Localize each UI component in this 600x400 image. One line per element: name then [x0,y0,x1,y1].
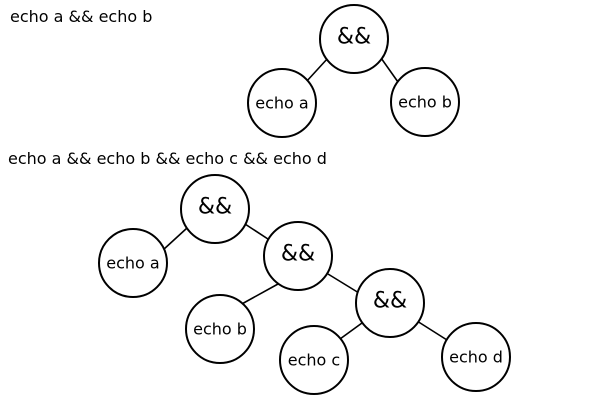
tree2-echo-b-label: echo b [193,320,247,339]
tree1-echo-a-node: echo a [247,68,317,138]
tree2-edge-mid-b [239,283,279,306]
tree2-echo-c-node: echo c [279,325,349,395]
tree2-echo-a-node: echo a [98,228,168,298]
tree2-echo-d-label: echo d [449,348,503,367]
tree2-edge-root-left [162,227,188,251]
tree1-echo-b-label: echo b [398,93,452,112]
tree2-low-label: && [373,289,407,314]
tree1-echo-a-label: echo a [255,94,308,113]
tree1-root-and-node: && [319,4,389,74]
tree1-root-label: && [337,25,371,50]
tree2-echo-a-label: echo a [106,254,159,273]
tree2-echo-c-label: echo c [288,351,340,370]
tree2-edge-low-d [416,320,448,341]
tree2-echo-d-node: echo d [441,322,511,392]
tree2-echo-b-node: echo b [185,294,255,364]
tree1-edge-root-left [305,57,329,83]
tree2-edge-root-mid [244,223,272,242]
tree2-low-and-node: && [355,268,425,338]
tree2-edge-low-c [339,322,363,340]
tree2-mid-and-node: && [263,221,333,291]
tree2-root-label: && [198,195,232,220]
example-1-caption: echo a && echo b [10,7,152,26]
tree2-edge-mid-low [327,273,360,294]
tree1-echo-b-node: echo b [390,67,460,137]
tree2-mid-label: && [281,242,315,267]
tree2-root-and-node: && [180,174,250,244]
tree1-edge-root-right [380,57,399,83]
example-2-caption: echo a && echo b && echo c && echo d [8,149,327,168]
